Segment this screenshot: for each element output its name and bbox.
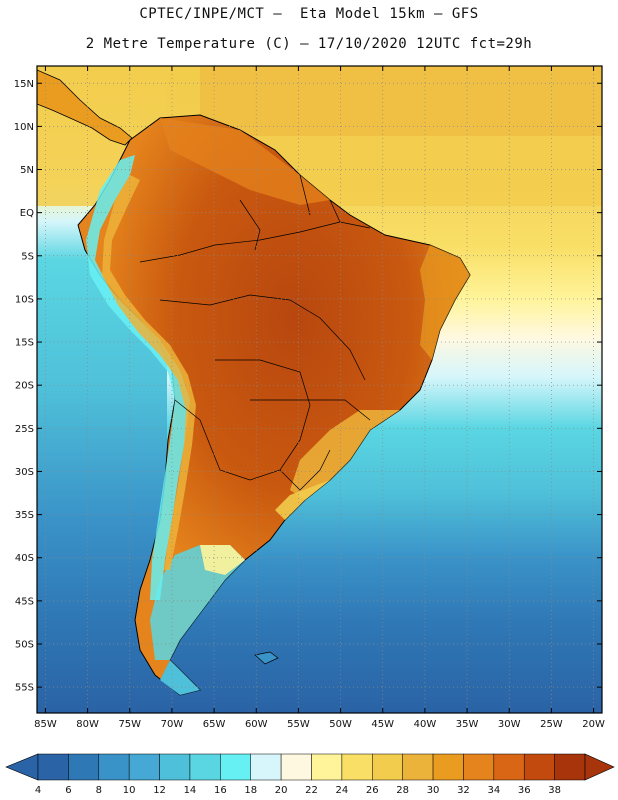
legend-swatch <box>37 753 69 781</box>
legend-label: 20 <box>275 785 288 796</box>
lon-label: 45W <box>371 719 394 730</box>
legend-label: 4 <box>35 785 41 796</box>
lat-label: 10N <box>14 122 34 133</box>
legend-swatch <box>280 753 312 781</box>
legend-label: 6 <box>65 785 71 796</box>
lon-label: 60W <box>245 719 268 730</box>
legend-label: 34 <box>487 785 500 796</box>
legend-label: 16 <box>214 785 227 796</box>
lon-label: 30W <box>498 719 521 730</box>
legend-swatch <box>341 753 373 781</box>
legend-swatch <box>159 753 191 781</box>
map-frame <box>36 65 603 714</box>
lon-label: 80W <box>76 719 99 730</box>
legend-label: 36 <box>518 785 531 796</box>
legend-swatch <box>493 753 525 781</box>
legend-swatch <box>554 753 586 781</box>
legend-label: 14 <box>184 785 197 796</box>
lon-label: 50W <box>329 719 352 730</box>
legend-swatch <box>128 753 160 781</box>
legend-swatch <box>250 753 282 781</box>
longitude-axis: 85W 80W 75W 70W 65W 60W 55W 50W 45W 40W 35W 30W 25W 2… <box>34 66 605 730</box>
lat-label: 5S <box>21 251 34 262</box>
latitude-axis: 15N 10N 5N EQ 5S 10S 15S 20S 25S 30S 35S 40S 45S 50S 5… <box>14 79 602 694</box>
legend-swatch <box>220 753 251 781</box>
central-america <box>37 69 133 146</box>
legend-label: 18 <box>244 785 257 796</box>
lon-label: 65W <box>203 719 226 730</box>
legend-swatch <box>432 753 464 781</box>
legend-label: 28 <box>396 785 409 796</box>
falkland-islands <box>254 651 279 665</box>
legend-label: 32 <box>457 785 470 796</box>
map-title-line2: 2 Metre Temperature (C) – 17/10/2020 12U… <box>85 36 533 52</box>
lat-label: 40S <box>15 553 34 564</box>
legend-label: 22 <box>305 785 318 796</box>
legend-arrow-high <box>584 753 615 781</box>
legend-label: 38 <box>548 785 561 796</box>
legend-arrow-low <box>5 753 39 781</box>
lat-label: 20S <box>15 381 34 392</box>
lon-label: 85W <box>34 719 57 730</box>
lon-label: 35W <box>456 719 479 730</box>
lat-label: 45S <box>15 596 34 607</box>
lon-label: 70W <box>161 719 184 730</box>
legend-swatch <box>311 753 343 781</box>
lat-label: 55S <box>15 683 34 694</box>
lon-label: 25W <box>540 719 563 730</box>
country-borders <box>139 174 371 491</box>
lat-label: 15S <box>15 338 34 349</box>
legend-label: 30 <box>427 785 440 796</box>
lat-label: EQ <box>20 208 34 219</box>
lat-label: 30S <box>15 467 34 478</box>
lon-label: 75W <box>118 719 141 730</box>
legend-swatch <box>402 753 434 781</box>
lat-label: 10S <box>15 294 34 305</box>
lon-label: 20W <box>582 719 605 730</box>
legend-swatch <box>463 753 495 781</box>
lat-label: 35S <box>15 510 34 521</box>
map-title-line1: CPTEC/INPE/MCT – Eta Model 15km – GFS <box>139 6 479 22</box>
legend-swatch <box>523 753 555 781</box>
legend-label: 8 <box>96 785 102 796</box>
legend-swatch <box>189 753 221 781</box>
lat-label: 25S <box>15 424 34 435</box>
legend-label: 12 <box>153 785 166 796</box>
lat-label: 50S <box>15 639 34 650</box>
lon-label: 40W <box>414 719 437 730</box>
lat-label: 5N <box>20 165 34 176</box>
lon-label: 55W <box>287 719 310 730</box>
andes-cool-strip <box>86 155 190 600</box>
map-field <box>37 66 602 713</box>
legend-swatch <box>68 753 100 781</box>
legend-label: 10 <box>123 785 136 796</box>
lat-label: 15N <box>14 79 34 90</box>
legend-swatch <box>98 753 130 781</box>
legend-swatch <box>372 753 403 781</box>
color-legend: 4 6 8 10 12 14 16 18 20 22 24 26 28 30 32 34 36 38 <box>5 753 615 796</box>
legend-label: 26 <box>366 785 379 796</box>
legend-label: 24 <box>336 785 349 796</box>
